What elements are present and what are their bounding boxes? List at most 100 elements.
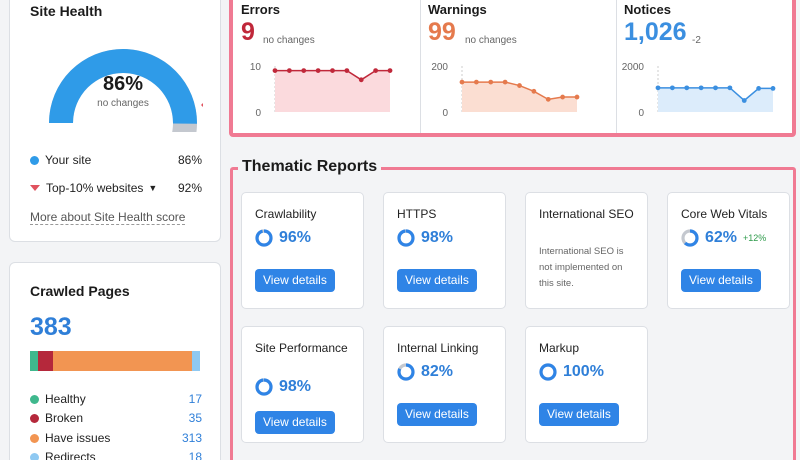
- issue-trend-chart: 10 0: [250, 62, 393, 119]
- trend-point[interactable]: [545, 96, 551, 102]
- crawled-row-label: Have issues: [45, 431, 111, 445]
- issue-title: Notices: [624, 2, 671, 17]
- trend-point[interactable]: [517, 83, 522, 88]
- y-tick-top: 200: [431, 62, 448, 73]
- report-score-value[interactable]: 98%: [279, 378, 312, 395]
- trend-point[interactable]: [502, 79, 508, 85]
- trend-point[interactable]: [655, 85, 661, 91]
- crawled-pages-total[interactable]: 383: [30, 313, 72, 341]
- trend-area: [275, 70, 390, 112]
- issue-count[interactable]: 99: [428, 18, 456, 46]
- ring-fill: [397, 229, 415, 247]
- trend-point[interactable]: [459, 79, 465, 85]
- report-title: Site Performance: [255, 341, 348, 355]
- issue-change: -2: [692, 35, 701, 46]
- trend-point[interactable]: [574, 94, 580, 100]
- report-card-crawlability: Crawlability 96% View details: [241, 192, 364, 309]
- bar-segment-redirects[interactable]: [191, 351, 200, 371]
- progress-ring-icon: [539, 363, 557, 381]
- issue-panel-errors[interactable]: Errors 9 no changes 10 0: [233, 0, 420, 133]
- report-card-core-web-vitals: Core Web Vitals 62% +12% View details: [667, 192, 790, 309]
- top10-label[interactable]: Top-10% websites: [46, 181, 144, 195]
- chevron-down-icon[interactable]: ▼: [148, 183, 158, 193]
- issue-count[interactable]: 9: [241, 18, 255, 46]
- report-score-value[interactable]: 98%: [421, 229, 454, 246]
- report-title: Crawlability: [255, 207, 317, 221]
- report-score: 96%: [255, 229, 311, 247]
- bar-segment-healthy[interactable]: [30, 351, 38, 371]
- site-health-gauge: 86% no changes: [43, 37, 207, 160]
- trend-point[interactable]: [727, 85, 733, 91]
- trend-point[interactable]: [344, 68, 350, 73]
- view-details-button[interactable]: View details: [397, 403, 477, 426]
- report-title: Core Web Vitals: [681, 207, 768, 221]
- top10-triangle-icon: [30, 185, 40, 191]
- y-tick-bottom: 0: [442, 108, 448, 119]
- report-score: 98%: [255, 378, 311, 396]
- trend-point[interactable]: [387, 68, 393, 73]
- your-site-row: Your site 86%: [30, 153, 202, 167]
- trend-area: [462, 82, 577, 112]
- your-site-value: 86%: [177, 153, 202, 167]
- crawled-pages-title: Crawled Pages: [30, 283, 130, 299]
- report-score: 100%: [539, 363, 604, 381]
- trend-point[interactable]: [741, 98, 747, 103]
- view-details-button[interactable]: View details: [539, 403, 619, 426]
- issue-trend-chart: 2000 0: [622, 62, 776, 119]
- view-details-button[interactable]: View details: [681, 269, 761, 292]
- trend-point[interactable]: [358, 77, 364, 83]
- y-tick-top: 2000: [622, 62, 645, 73]
- trend-point[interactable]: [669, 85, 675, 91]
- site-health-score-change: no changes: [97, 98, 149, 109]
- trend-point[interactable]: [698, 85, 704, 91]
- view-details-button[interactable]: View details: [255, 269, 335, 292]
- trend-point[interactable]: [713, 85, 718, 91]
- trend-point[interactable]: [373, 68, 379, 73]
- bar-segment-have-issues[interactable]: [53, 351, 192, 371]
- trend-point[interactable]: [756, 86, 762, 91]
- trend-point[interactable]: [488, 79, 494, 85]
- report-score-value[interactable]: 96%: [279, 229, 312, 246]
- report-score-value[interactable]: 100%: [563, 363, 604, 380]
- more-about-site-health-link[interactable]: More about Site Health score: [30, 210, 186, 225]
- report-score: 82%: [397, 363, 453, 381]
- ring-fill: [681, 229, 699, 247]
- ring-fill: [397, 363, 415, 381]
- y-tick-top: 10: [250, 62, 262, 73]
- crawled-row-value[interactable]: 313: [181, 431, 202, 445]
- ring-fill: [539, 363, 557, 381]
- trend-point[interactable]: [301, 68, 307, 73]
- trend-point[interactable]: [315, 68, 321, 73]
- issue-panel-warnings[interactable]: Warnings 99 no changes 200 0: [420, 0, 616, 133]
- progress-ring-icon: [255, 229, 273, 247]
- crawled-row-value[interactable]: 17: [188, 392, 202, 406]
- y-tick-bottom: 0: [638, 108, 644, 119]
- trend-point[interactable]: [560, 94, 566, 100]
- trend-point[interactable]: [684, 85, 690, 91]
- top10-value: 92%: [177, 181, 202, 195]
- issue-count[interactable]: 1,026: [624, 18, 687, 46]
- report-score-value[interactable]: 62%: [705, 229, 738, 246]
- crawled-row-healthy: Healthy 17: [30, 392, 202, 406]
- trend-point[interactable]: [330, 68, 335, 73]
- issue-panel-notices[interactable]: Notices 1,026 -2 2000 0: [616, 0, 792, 133]
- crawled-row-value[interactable]: 18: [188, 450, 202, 460]
- view-details-button[interactable]: View details: [255, 411, 335, 434]
- report-score-value[interactable]: 82%: [421, 363, 454, 380]
- issue-title: Warnings: [428, 2, 487, 17]
- view-details-button[interactable]: View details: [397, 269, 477, 292]
- trend-point[interactable]: [286, 68, 292, 73]
- report-title: Markup: [539, 341, 580, 355]
- report-title: HTTPS: [397, 207, 437, 221]
- report-score: 98%: [397, 229, 453, 247]
- issue-trend-chart: 2000: [431, 62, 580, 119]
- site-health-card: Site Health 86% no changes Your site 86%…: [9, 0, 221, 242]
- trend-point[interactable]: [531, 88, 537, 94]
- trend-point[interactable]: [770, 86, 776, 91]
- bar-segment-broken[interactable]: [37, 351, 54, 371]
- top10-row[interactable]: Top-10% websites ▼ 92%: [30, 181, 202, 195]
- crawled-row-value[interactable]: 35: [188, 411, 202, 425]
- trend-point[interactable]: [272, 68, 278, 73]
- trend-point[interactable]: [473, 79, 479, 85]
